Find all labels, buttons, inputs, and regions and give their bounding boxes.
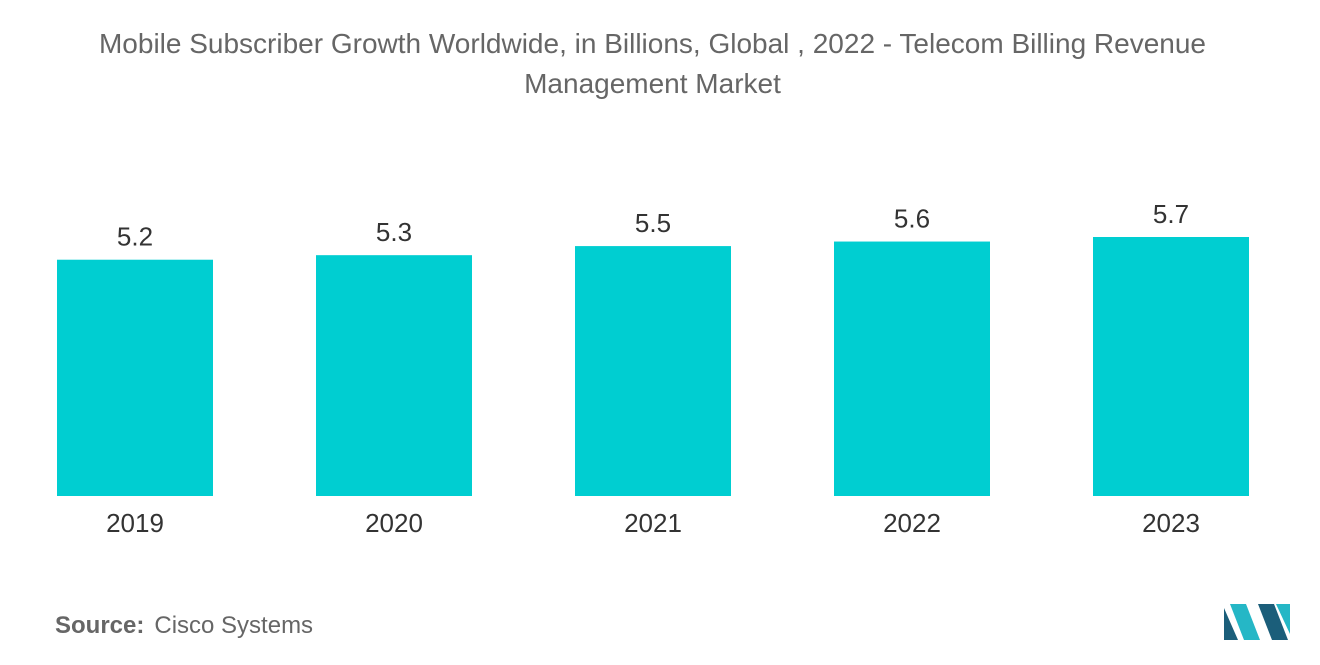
source-note: Source: Cisco Systems xyxy=(55,612,313,640)
value-label-2021: 5.5 xyxy=(635,208,671,238)
source-label: Source: xyxy=(55,612,145,639)
value-label-2020: 5.3 xyxy=(376,217,412,247)
value-label-2019: 5.2 xyxy=(117,222,153,252)
bar-2022 xyxy=(834,241,990,496)
bar-2021 xyxy=(575,246,731,496)
value-labels-group: 5.2 5.3 5.5 5.6 5.7 xyxy=(117,199,1189,252)
x-tick-label-2021: 2021 xyxy=(624,508,682,538)
bar-2020 xyxy=(316,255,472,496)
source-value: Cisco Systems xyxy=(154,612,314,639)
bar-2019 xyxy=(57,259,213,496)
bar-2023 xyxy=(1093,237,1249,496)
x-axis-labels: 2019 2020 2021 2022 2023 xyxy=(106,508,1200,538)
x-tick-label-2019: 2019 xyxy=(106,508,164,538)
value-label-2022: 5.6 xyxy=(894,204,930,234)
x-tick-label-2022: 2022 xyxy=(883,508,941,538)
x-tick-label-2023: 2023 xyxy=(1142,508,1200,538)
bars-group xyxy=(57,237,1249,496)
chart-title: Mobile Subscriber Growth Worldwide, in B… xyxy=(98,28,1207,99)
value-label-2023: 5.7 xyxy=(1153,199,1189,229)
x-tick-label-2020: 2020 xyxy=(365,508,423,538)
mordor-intelligence-logo-icon xyxy=(1224,604,1290,640)
